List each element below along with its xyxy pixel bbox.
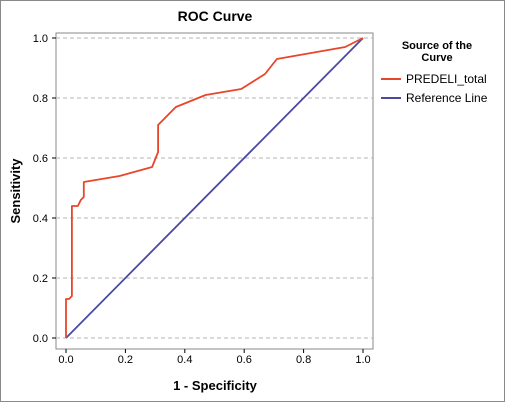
legend-entry-label: PREDELI_total	[406, 72, 487, 86]
y-tick-label: 0.8	[33, 93, 48, 105]
x-axis-label: 1 - Specificity	[173, 378, 258, 393]
chart-title: ROC Curve	[178, 8, 253, 24]
grid-lines	[56, 37, 373, 339]
x-tick-label: 0.8	[296, 354, 311, 366]
y-tick-label: 0.6	[33, 153, 48, 165]
x-tick-label: 1.0	[355, 354, 370, 366]
y-tick-label: 0.4	[33, 213, 48, 225]
y-tick-label: 1.0	[33, 33, 48, 45]
legend-title-line-2: Curve	[421, 52, 452, 64]
x-tick-label: 0.2	[118, 354, 133, 366]
legend-entry-label: Reference Line	[406, 91, 488, 105]
legend-title-line-1: Source of the	[402, 40, 472, 52]
y-tick-label: 0.0	[33, 333, 48, 345]
legend: Source of the Curve PREDELI_total Referen…	[381, 40, 488, 105]
x-tick-label: 0.4	[177, 354, 192, 366]
plot-area	[55, 32, 374, 350]
x-tick-label: 0.6	[237, 354, 252, 366]
series-line-reference-line	[65, 37, 364, 339]
axis-ticks: 0.0 0.2 0.4 0.6 0.8 1.0 0.0 0.2 0.4 0.6 0.8 1.0	[33, 33, 371, 366]
series-line-predeli-total	[65, 37, 364, 338]
x-tick-label: 0.0	[58, 354, 73, 366]
y-axis-label: Sensitivity	[8, 158, 23, 224]
series-lines	[65, 37, 364, 339]
y-tick-label: 0.2	[33, 273, 48, 285]
